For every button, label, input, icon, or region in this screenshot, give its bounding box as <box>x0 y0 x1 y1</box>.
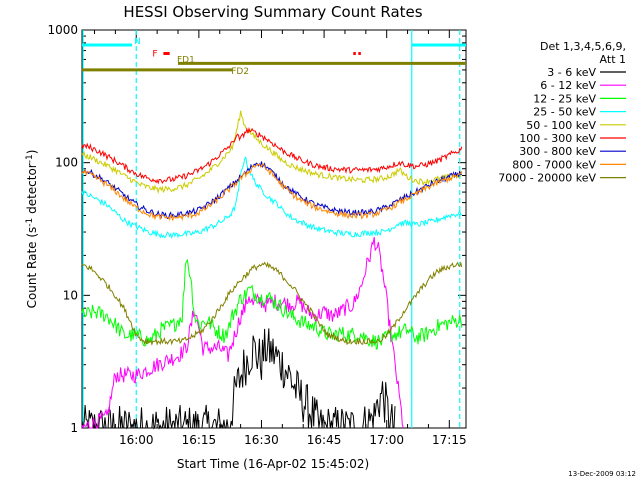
y-tick-label: 1000 <box>47 23 78 37</box>
series-line <box>81 328 396 430</box>
series-line <box>81 161 462 219</box>
legend-entry-label: 25 - 50 keV <box>533 106 596 119</box>
series-line <box>81 261 463 346</box>
chart-title: HESSI Observing Summary Count Rates <box>123 3 422 21</box>
flag-label: N <box>134 37 141 47</box>
y-axis-label: Count Rate (s-1 detector-1) <box>25 150 39 309</box>
legend-entry-label: 12 - 25 keV <box>533 92 596 105</box>
legend-entry-label: 7000 - 20000 keV <box>498 172 596 185</box>
legend-entry-label: 100 - 300 keV <box>519 132 596 145</box>
series-line <box>81 163 463 222</box>
series-line <box>81 156 462 240</box>
x-axis-label: Start Time (16-Apr-02 15:45:02) <box>177 457 369 471</box>
x-tick-label: 16:45 <box>307 433 342 447</box>
legend-entry-label: 50 - 100 keV <box>526 119 596 132</box>
x-tick-label: 16:15 <box>182 433 217 447</box>
legend-entry-label: 300 - 800 keV <box>519 145 596 158</box>
legend-entry-label: 800 - 7000 keV <box>512 158 596 171</box>
x-tick-label: 17:00 <box>369 433 404 447</box>
series-line <box>81 258 463 350</box>
x-tick-label: 16:30 <box>244 433 279 447</box>
legend-entry-label: 3 - 6 keV <box>547 66 596 79</box>
y-tick-label: 10 <box>63 288 78 302</box>
x-tick-label: 16:00 <box>119 433 154 447</box>
plot-frame <box>81 29 467 429</box>
footer-timestamp: 13-Dec-2009 03:12 <box>568 470 636 478</box>
x-tick-label: 17:15 <box>432 433 467 447</box>
series-line <box>81 236 404 430</box>
y-tick-label: 100 <box>55 156 78 170</box>
legend-entry-label: 6 - 12 keV <box>540 79 596 92</box>
legend-header: Att 1 <box>600 53 626 66</box>
flag-label: FD1 <box>177 55 195 65</box>
series-line <box>81 110 463 195</box>
flag-label: FD2 <box>231 67 249 77</box>
y-tick-label: 1 <box>70 421 78 435</box>
legend-header: Det 1,3,4,5,6,9, <box>540 40 626 53</box>
series-line <box>81 126 463 185</box>
plot-area: 1 10 100 1000 16:00 16:15 16:30 16:45 17:00 17:15… <box>47 23 466 447</box>
flag-label: F <box>152 50 157 60</box>
